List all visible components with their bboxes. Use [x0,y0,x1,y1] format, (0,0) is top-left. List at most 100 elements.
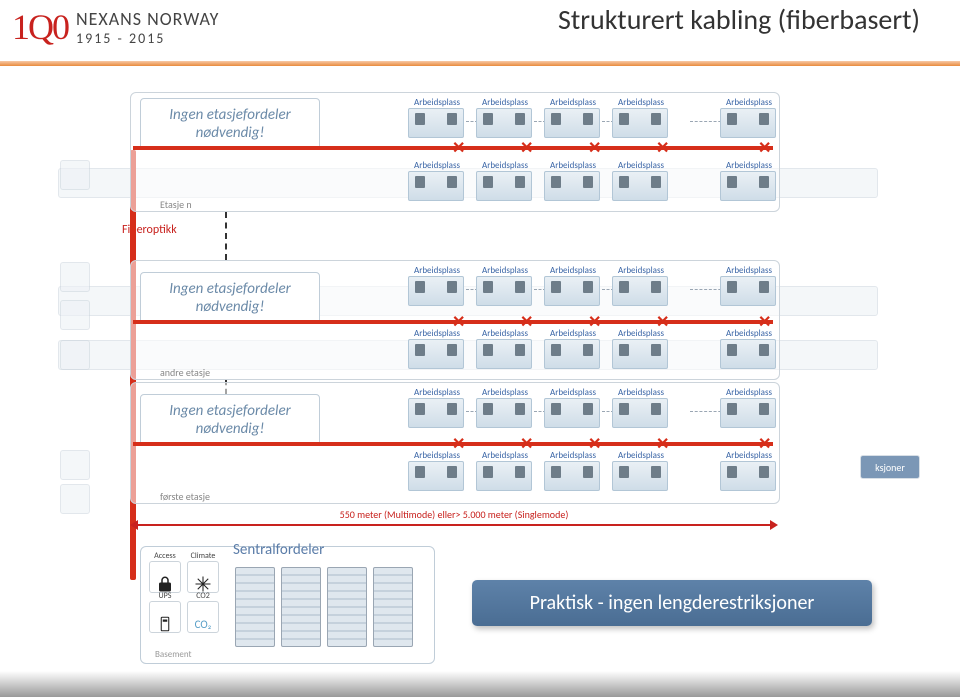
tap-cross-icon: ✕ [758,138,771,158]
workstation-icon [720,461,776,491]
workstation: Arbeidsplass [612,387,670,428]
workstation-label: Arbeidsplass [720,450,778,461]
logo: 1Q0 NEXANS NORWAY 1915 - 2015 [12,6,219,48]
ghost-icon [60,484,90,514]
footer-shadow [0,671,960,697]
workstation-label: Arbeidsplass [476,328,534,339]
env-lock-icon: Access [149,561,181,593]
workstation: Arbeidsplass [544,265,602,306]
workstation-label: Arbeidsplass [612,387,670,398]
workstation-icon [544,461,600,491]
workstation: Arbeidsplass [476,160,534,201]
workstation-label: Arbeidsplass [544,97,602,108]
workstation-icon [476,171,532,201]
workstation-icon [544,108,600,138]
floor-distributor-none: Ingen etasjefordeler nødvendig! [140,98,320,150]
workstation-label: Arbeidsplass [408,160,466,171]
workstation: Arbeidsplass [544,328,602,369]
workstation-row: Arbeidsplass Arbeidsplass Arbeidsplass Arbe… [408,265,778,306]
tap-cross-icon: ✕ [588,138,601,158]
distance-arrow [130,520,778,530]
workstation-row: Arbeidsplass Arbeidsplass Arbeidsplass Arbe… [408,387,778,428]
workstation: Arbeidsplass [720,387,778,428]
workstation: Arbeidsplass [408,97,466,138]
workstation: Arbeidsplass [612,328,670,369]
workstation-icon [612,339,668,369]
workstation-icon [720,108,776,138]
workstation-label: Arbeidsplass [720,387,778,398]
workstation-label: Arbeidsplass [476,160,534,171]
workstation-icon [612,398,668,428]
workstation-label: Arbeidsplass [720,328,778,339]
floor-tag: andre etasje [160,366,210,379]
workstation-label: Arbeidsplass [408,450,466,461]
header-divider [0,60,960,66]
workstation-label: Arbeidsplass [544,387,602,398]
workstation-row: ArbeidsplassArbeidsplassArbeidsplassArbe… [408,328,778,369]
workstation-label: Arbeidsplass [612,450,670,461]
workstation-label: Arbeidsplass [720,265,778,276]
workstation: Arbeidsplass [408,387,466,428]
workstation-label: Arbeidsplass [408,97,466,108]
workstation-label: Arbeidsplass [476,265,534,276]
workstation: Arbeidsplass [476,265,534,306]
ghost-funk: ksjoner [860,455,920,479]
env-co2-icon: CO₂CO2 [187,601,219,633]
server-rack [327,567,367,647]
workstation-icon [408,108,464,138]
workstation-label: Arbeidsplass [476,450,534,461]
workstation-icon [720,339,776,369]
env-ups-icon: UPS [149,601,181,633]
workstation: Arbeidsplass [720,450,778,491]
workstation-label: Arbeidsplass [408,328,466,339]
workstation: Arbeidsplass [476,97,534,138]
workstation-icon [544,276,600,306]
ghost-icon [60,340,90,370]
workstation-icon [720,398,776,428]
riser-dash [225,212,227,260]
workstation: Arbeidsplass [544,160,602,201]
workstation-icon [544,398,600,428]
workstation: Arbeidsplass [720,265,778,306]
workstation-icon [720,171,776,201]
workstation-row: Arbeidsplass Arbeidsplass Arbeidsplass Arbe… [408,450,778,491]
workstation: Arbeidsplass [612,160,670,201]
logo-mark: 1Q0 [12,6,68,48]
workstation: Arbeidsplass [476,450,534,491]
workstation-label: Arbeidsplass [476,387,534,398]
workstation-label: Arbeidsplass [408,387,466,398]
ghost-icon [60,160,90,190]
page-title: Strukturert kabling (fiberbasert) [558,2,920,37]
workstation-label: Arbeidsplass [544,160,602,171]
workstation-label: Arbeidsplass [720,160,778,171]
workstation-row: Arbeidsplass Arbeidsplass Arbeidsplass Arbe… [408,97,778,138]
workstation-icon [408,461,464,491]
workstation-label: Arbeidsplass [408,265,466,276]
logo-text-block: NEXANS NORWAY 1915 - 2015 [76,8,219,47]
workstation-label: Arbeidsplass [720,97,778,108]
workstation-icon [408,398,464,428]
workstation-label: Arbeidsplass [544,265,602,276]
server-rack [235,567,275,647]
workstation: Arbeidsplass [544,97,602,138]
workstation: Arbeidsplass [720,97,778,138]
workstation-icon [544,339,600,369]
tap-cross-icon: ✕ [452,138,465,158]
basement-distributor: Sentralfordeler Basement AccessClimateUP… [140,546,435,664]
workstation-label: Arbeidsplass [544,450,602,461]
workstation-label: Arbeidsplass [612,265,670,276]
distance-note: 550 meter (Multimode) eller> 5.000 meter… [130,508,778,521]
workstation: Arbeidsplass [544,450,602,491]
floor-tag: Etasje n [160,198,192,211]
workstation-row: Arbeidsplass Arbeidsplass Arbeidsplass Arbe… [408,160,778,201]
basement-tag: Basement [155,649,192,660]
workstation-label: Arbeidsplass [612,160,670,171]
env-snow-icon: Climate [187,561,219,593]
workstation-icon [408,339,464,369]
workstation-icon [408,171,464,201]
server-rack [281,567,321,647]
workstation-icon [612,108,668,138]
tap-cross-icon: ✕ [520,138,533,158]
server-rack [373,567,413,647]
workstation-label: Arbeidsplass [612,97,670,108]
